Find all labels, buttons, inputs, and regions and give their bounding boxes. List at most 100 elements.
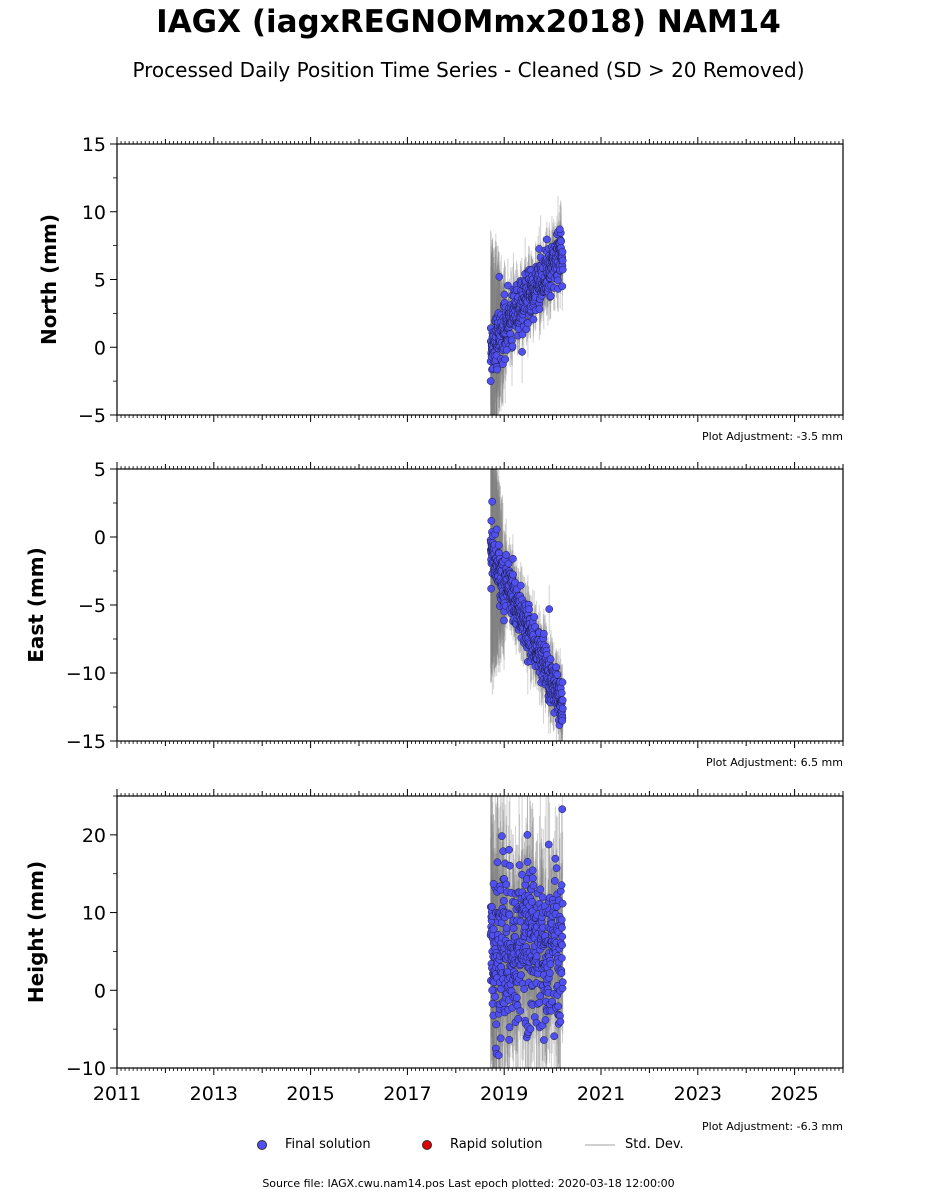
panel-3-point (517, 971, 525, 979)
legend: Final solution Rapid solution Std. Dev. (0, 1137, 937, 1157)
panel-2-ylabel: East (mm) (24, 547, 48, 663)
panel-2-point (558, 696, 567, 704)
panel-3-point (528, 874, 537, 883)
panel-3-point (506, 861, 514, 870)
panel-3-xtick-label: 2021 (577, 1083, 625, 1105)
panel-3-point (538, 893, 547, 902)
panel-2-ytick-label: −10 (66, 663, 106, 685)
panel-3-xtick-label: 2023 (674, 1083, 722, 1105)
panel-1-ytick-label: 0 (94, 337, 106, 359)
panel-3-point (535, 1077, 542, 1084)
panel-3-adjustment: Plot Adjustment: -6.3 mm (702, 1120, 843, 1133)
panel-1-point (546, 292, 555, 300)
panel-1-point (554, 276, 562, 285)
panel-1-point (495, 272, 504, 281)
panel-2-ytick-label: 0 (94, 527, 106, 549)
panel-1-point (493, 365, 501, 374)
panel-2-ytick-label: −5 (78, 595, 106, 617)
panel-3-point (489, 925, 498, 934)
chart-title: IAGX (iagxREGNOMmx2018) NAM14 (156, 4, 781, 40)
panel-2-point (557, 689, 566, 697)
panel-1-point (486, 377, 495, 385)
panel-3-point (496, 886, 505, 894)
panel-1-point (557, 237, 566, 246)
panel-2-frame (116, 468, 844, 742)
panel-1-point (518, 348, 526, 356)
panel-1-data (486, 196, 567, 415)
panel-2-point (509, 554, 517, 563)
panel-3-point (536, 885, 545, 894)
panel-2-adjustment: Plot Adjustment: 6.5 mm (706, 756, 843, 769)
panel-3-point (492, 1020, 501, 1029)
panel-1-point (558, 256, 567, 265)
panel-3-point (557, 915, 566, 924)
panel-3-point (557, 881, 566, 889)
panel-3-point (529, 881, 538, 890)
panel-3-point (496, 1034, 505, 1043)
panel-3-point (540, 1036, 548, 1044)
panel-1-ylabel: North (mm) (37, 214, 61, 345)
panel-1-point (529, 315, 538, 324)
panel-1-point (524, 319, 532, 328)
panel-2-point (558, 716, 567, 725)
panel-3-point (518, 870, 526, 879)
panel-3-point (488, 986, 496, 995)
panel-3-point (505, 1036, 514, 1044)
panel-3-xtick-label: 2019 (480, 1083, 528, 1105)
panel-2-ytick-label: 5 (94, 459, 106, 481)
legend-std: Std. Dev. (585, 1137, 684, 1152)
panel-3-point (558, 978, 567, 986)
legend-final-label: Final solution (285, 1137, 371, 1152)
panel-1-point (502, 346, 511, 354)
panel-3-xtick-label: 2015 (286, 1083, 334, 1105)
panel-3-point (558, 899, 567, 908)
panel-2-point (504, 559, 513, 568)
panel-1-point (508, 342, 517, 351)
panel-3-point (528, 866, 537, 875)
panel-1-point (558, 282, 567, 291)
panel-1-ytick-label: 10 (82, 202, 106, 224)
panel-3-point (558, 923, 566, 932)
panel-2-data (486, 469, 567, 741)
legend-rapid: Rapid solution (422, 1137, 542, 1152)
panel-3: 2011 2013 2015 2017 2019 2021 2023 2025 −10 0 10 20… (24, 789, 844, 1133)
panel-3-point (512, 993, 521, 1002)
panel-3-point (509, 924, 518, 933)
source-footer: Source file: IAGX.cwu.nam14.pos Last epo… (262, 1177, 675, 1190)
panel-3-point (514, 1014, 523, 1023)
panel-3-point (502, 924, 511, 932)
panel-3-point (504, 1070, 511, 1077)
panel-2-point (502, 550, 511, 559)
panel-3-ytick-label: 10 (82, 903, 106, 925)
panel-3-point (556, 1017, 565, 1026)
panel-3-ytick-label: 20 (82, 825, 106, 847)
panel-3-point (502, 880, 511, 889)
panel-2-point (558, 704, 567, 713)
panel-3-ylabel: Height (mm) (24, 861, 48, 1003)
panel-2-point (546, 655, 555, 663)
panel-3-point (558, 932, 567, 941)
panel-3-point (550, 877, 559, 885)
panel-2-point (492, 525, 501, 534)
panel-3-point (551, 854, 560, 863)
panel-3-point (546, 960, 555, 969)
panel-3-data (486, 796, 567, 1084)
panel-3-point (532, 952, 541, 961)
panel-3-point (523, 831, 532, 839)
panel-3-frame (116, 795, 844, 1069)
panel-3-point (528, 897, 536, 906)
panel-2-point (545, 605, 554, 613)
panel-2-point (558, 678, 567, 687)
legend-std-label: Std. Dev. (625, 1137, 684, 1152)
panel-3-point (541, 1016, 550, 1024)
panel-1-adjustment: Plot Adjustment: -3.5 mm (702, 430, 843, 443)
panel-2-point (516, 581, 525, 590)
panel-3-point (546, 969, 554, 977)
panel-3-point (548, 997, 557, 1006)
panel-1-point (501, 355, 510, 364)
panel-1-point (535, 245, 544, 253)
panel-2-point (487, 516, 496, 525)
legend-final: Final solution (257, 1137, 371, 1152)
panel-1-ytick-label: 5 (94, 270, 106, 292)
